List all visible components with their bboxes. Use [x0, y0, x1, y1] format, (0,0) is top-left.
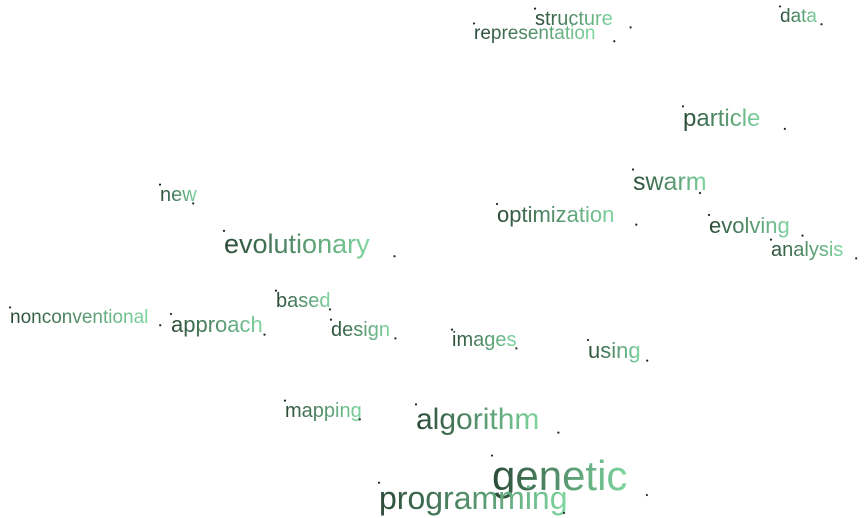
word-structure-marker-end: [629, 26, 632, 29]
word-design: design: [331, 319, 390, 341]
word-representation-marker-end: [613, 40, 616, 43]
word-structure-marker-start: [533, 7, 537, 10]
word-algorithm: algorithm: [416, 403, 539, 436]
word-data-marker-end: [820, 23, 823, 26]
word-structure: structure: [535, 8, 613, 30]
word-programming: programming: [379, 480, 568, 516]
word-based-marker-start: [274, 289, 278, 292]
word-analysis-marker-start: [769, 238, 773, 241]
word-using: using: [588, 338, 641, 363]
word-using-marker-start: [586, 338, 590, 342]
word-representation-marker-start: [472, 22, 476, 25]
word-algorithm-marker-start: [414, 403, 418, 406]
word-representation: representation: [474, 23, 595, 44]
word-using-marker-end: [646, 359, 649, 362]
word-algorithm-marker-end: [557, 431, 560, 434]
word-evolving-marker-start: [707, 213, 711, 217]
word-new-marker-start: [158, 183, 162, 186]
word-approach-marker-end: [263, 333, 266, 336]
word-particle-marker-start: [681, 105, 685, 108]
word-data: data: [780, 6, 817, 27]
word-design-marker-end: [394, 337, 397, 340]
word-new: new: [160, 184, 197, 206]
word-nonconventional: nonconventional: [10, 307, 148, 328]
word-based: based: [276, 290, 331, 312]
word-evolutionary-marker-start: [222, 229, 226, 232]
word-approach: approach: [171, 312, 263, 337]
word-optimization: optimization: [497, 202, 614, 227]
word-programming-marker-start: [377, 481, 381, 484]
word-programming-marker-end: [562, 511, 566, 514]
word-swarm: swarm: [633, 168, 707, 196]
word-swarm-marker-start: [631, 168, 635, 171]
word-genetic-marker-end: [645, 493, 648, 497]
word-evolutionary-marker-end: [393, 255, 396, 258]
word-data-marker-start: [778, 5, 782, 8]
word-nonconventional-marker-start: [8, 306, 12, 309]
word-particle: particle: [683, 105, 760, 132]
word-based-marker-end: [328, 308, 332, 311]
word-new-marker-end: [192, 202, 195, 205]
word-evolutionary: evolutionary: [224, 229, 370, 259]
word-mapping: mapping: [285, 400, 362, 422]
word-images-marker-end: [515, 347, 518, 350]
word-genetic: genetic: [492, 452, 627, 499]
word-evolving-marker-end: [801, 234, 804, 237]
word-nonconventional-marker-end: [159, 324, 162, 327]
word-particle-marker-end: [783, 127, 786, 130]
word-analysis-marker-end: [855, 257, 858, 260]
word-images-marker-start: [450, 328, 454, 331]
word-mapping-marker-start: [283, 399, 287, 402]
word-analysis: analysis: [771, 239, 843, 261]
word-mapping-marker-end: [358, 418, 361, 421]
word-genetic-marker-start: [490, 454, 494, 457]
word-evolving: evolving: [709, 213, 790, 238]
word-optimization-marker-start: [495, 202, 499, 206]
word-swarm-marker-end: [698, 191, 702, 195]
word-approach-marker-start: [169, 312, 173, 316]
word-images: images: [452, 329, 516, 351]
word-optimization-marker-end: [635, 223, 638, 226]
word-design-marker-start: [329, 318, 333, 321]
